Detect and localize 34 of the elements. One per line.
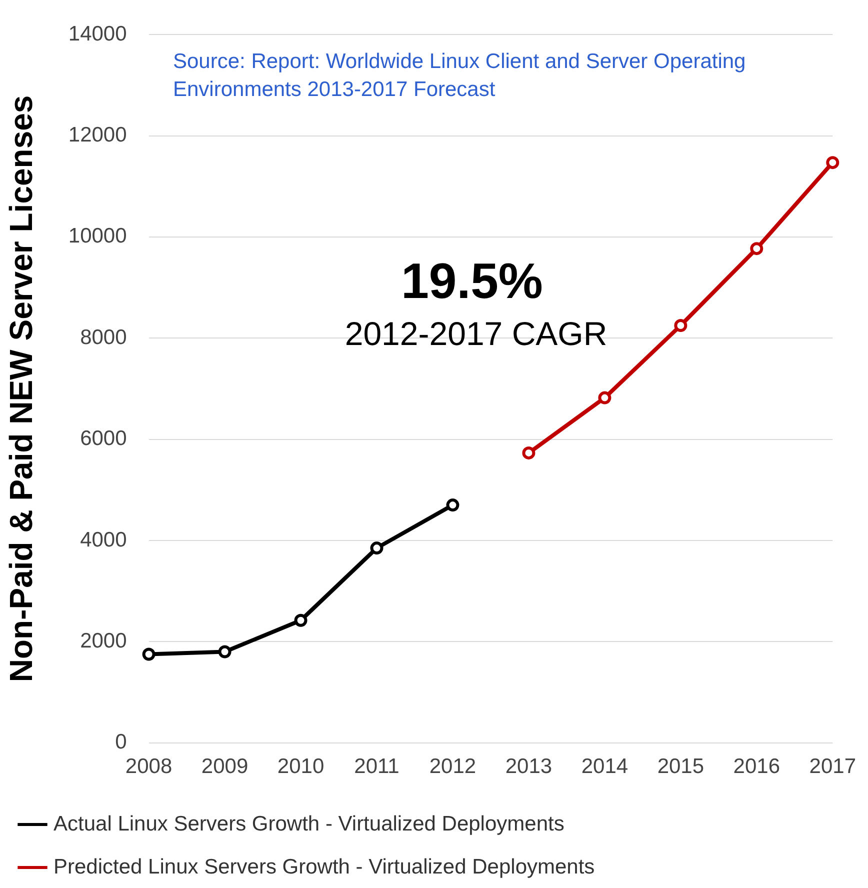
y-tick-label: 8000 xyxy=(80,326,127,349)
point xyxy=(522,446,536,460)
y-axis-title: Non-Paid & Paid NEW Server Licenses xyxy=(3,95,40,682)
y-tick-label: 0 xyxy=(115,730,127,754)
annotation: Source: Report: Worldwide Linux Client and Server Operating Environments 2013-2017 Forecast xyxy=(173,50,746,101)
x-tick-label: 2013 xyxy=(505,755,552,778)
point xyxy=(674,318,688,332)
y-tick-label: 12000 xyxy=(68,124,127,147)
x-tick-label: 2015 xyxy=(657,755,704,778)
point xyxy=(446,498,460,512)
point xyxy=(750,242,764,256)
x-tick-label: 2014 xyxy=(581,755,628,778)
point xyxy=(370,542,384,555)
point xyxy=(294,614,308,627)
point xyxy=(826,156,840,170)
x-tick-label: 2017 xyxy=(809,755,856,778)
y-tick-label: 14000 xyxy=(68,22,127,46)
annotation: 2012-2017 CAGR xyxy=(344,315,608,352)
annotation: 19.5% xyxy=(401,253,543,309)
y-tick-label: 2000 xyxy=(80,629,127,652)
point xyxy=(598,391,612,404)
point xyxy=(218,645,232,658)
legend-label: Predicted Linux Servers Growth - Virtualized Deployments xyxy=(54,855,595,878)
x-tick-label: 2010 xyxy=(277,755,324,778)
x-tick-label: 2016 xyxy=(733,755,780,778)
y-tick-label: 6000 xyxy=(80,427,127,450)
y-tick-label: 10000 xyxy=(68,224,127,248)
x-tick-label: 2008 xyxy=(125,755,172,778)
legend-label: Actual Linux Servers Growth - Virtualized Deployments xyxy=(54,812,564,836)
x-tick-label: 2009 xyxy=(201,755,248,778)
x-tick-label: 2012 xyxy=(429,755,476,778)
point xyxy=(142,648,156,661)
y-tick-label: 4000 xyxy=(80,528,127,552)
x-tick-label: 2011 xyxy=(354,755,400,778)
